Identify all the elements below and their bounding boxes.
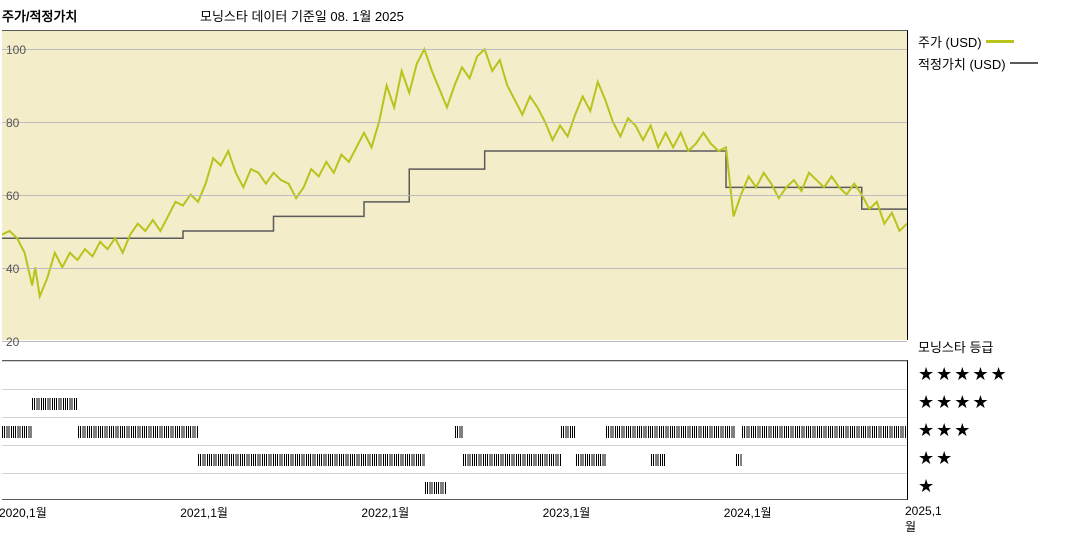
- legend-fair: 적정가치 (USD): [918, 52, 1078, 74]
- rating-segment: [32, 398, 77, 410]
- x-tick-label: 2023,1월: [543, 504, 591, 521]
- y-tick-label: 20: [6, 335, 19, 349]
- rating-row: [2, 445, 907, 473]
- rating-legend-row: ★★: [918, 444, 1078, 472]
- legend-price-swatch: [986, 40, 1014, 43]
- rating-segment: [78, 426, 199, 438]
- rating-legend: 모닝스타 등급 ★★★★★★★★★★★★★★★: [918, 332, 1078, 500]
- legend-price: 주가 (USD): [918, 30, 1078, 52]
- rating-segment: [576, 454, 606, 466]
- y-tick-label: 60: [6, 189, 19, 203]
- x-tick-label: 2025,1월: [905, 504, 942, 535]
- rating-row: [2, 417, 907, 445]
- rating-segment: [198, 454, 425, 466]
- rating-segment: [2, 426, 32, 438]
- chart-subtitle: 모닝스타 데이터 기준일 08. 1월 2025: [200, 6, 404, 25]
- rating-segment: [651, 454, 666, 466]
- chart-legend: 주가 (USD) 적정가치 (USD): [918, 30, 1078, 74]
- price-chart: 20 40 60 80 100: [2, 30, 908, 340]
- chart-svg: [2, 31, 907, 340]
- x-tick-label: 2022,1월: [361, 504, 409, 521]
- legend-fair-label: 적정가치 (USD): [918, 54, 1006, 73]
- rating-legend-row: ★: [918, 472, 1078, 500]
- gridline-y: 80: [2, 122, 907, 123]
- gridline-y: 60: [2, 195, 907, 196]
- rating-segment: [455, 426, 463, 438]
- y-tick-label: 40: [6, 262, 19, 276]
- gridline-y: 20: [2, 341, 907, 342]
- rating-segment: [606, 426, 736, 438]
- chart-title: 주가/적정가치: [2, 6, 77, 25]
- legend-fair-swatch: [1010, 62, 1038, 64]
- x-tick-label: 2020,1월: [0, 504, 47, 521]
- rating-row: [2, 361, 907, 389]
- rating-segment: [561, 426, 576, 438]
- rating-legend-row: ★★★: [918, 416, 1078, 444]
- legend-price-label: 주가 (USD): [918, 32, 982, 51]
- rating-legend-row: ★★★★: [918, 388, 1078, 416]
- y-tick-label: 100: [6, 43, 26, 57]
- gridline-y: 100: [2, 49, 907, 50]
- x-tick-label: 2024,1월: [724, 504, 772, 521]
- rating-legend-title: 모닝스타 등급: [918, 332, 1078, 360]
- rating-row: [2, 473, 907, 501]
- rating-segment: [742, 426, 908, 438]
- rating-chart: [2, 360, 908, 500]
- y-tick-label: 80: [6, 116, 19, 130]
- rating-segment: [463, 454, 561, 466]
- x-tick-label: 2021,1월: [180, 504, 228, 521]
- gridline-y: 40: [2, 268, 907, 269]
- rating-legend-row: ★★★★★: [918, 360, 1078, 388]
- rating-segment: [425, 482, 448, 494]
- rating-row: [2, 389, 907, 417]
- rating-segment: [736, 454, 742, 466]
